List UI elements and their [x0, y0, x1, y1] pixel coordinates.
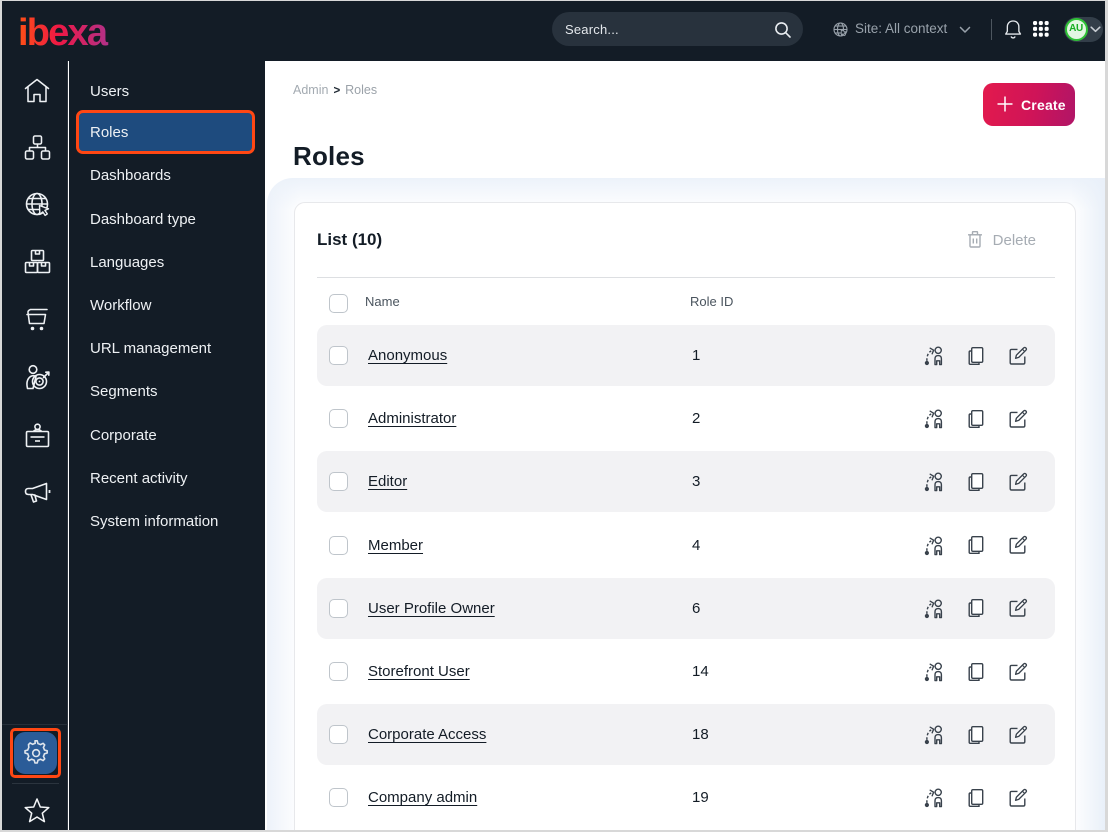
- svg-text:ibexa: ibexa: [20, 12, 109, 52]
